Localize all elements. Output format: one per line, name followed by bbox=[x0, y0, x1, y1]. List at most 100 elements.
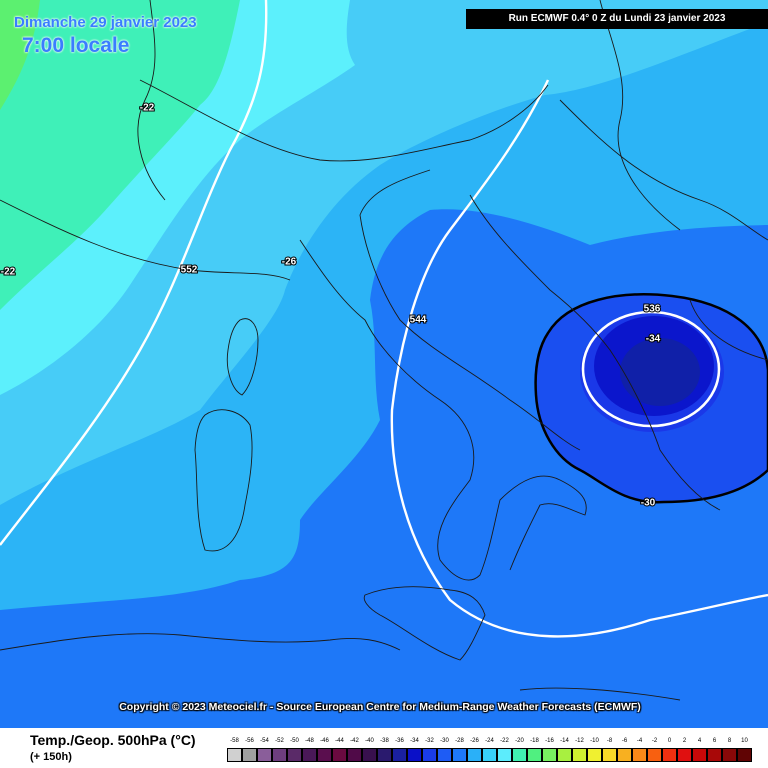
scale-step: -18 bbox=[527, 728, 542, 768]
scale-step: 6 bbox=[707, 728, 722, 768]
scale-step-swatch bbox=[227, 748, 242, 762]
scale-step: -30 bbox=[437, 728, 452, 768]
scale-step-swatch bbox=[617, 748, 632, 762]
scale-step-swatch bbox=[707, 748, 722, 762]
corsica bbox=[226, 318, 259, 396]
scale-step: -52 bbox=[272, 728, 287, 768]
forecast-hour: (+ 150h) bbox=[30, 751, 72, 763]
scale-step: -14 bbox=[557, 728, 572, 768]
scale-step-label: -44 bbox=[335, 738, 344, 744]
scale-step-label: -8 bbox=[606, 738, 613, 744]
scale-step: -4 bbox=[632, 728, 647, 768]
scale-step: 8 bbox=[722, 728, 737, 768]
scale-step-label: -46 bbox=[320, 738, 329, 744]
scale-step-label: -4 bbox=[636, 738, 643, 744]
border-c bbox=[599, 0, 681, 231]
scale-step: -44 bbox=[332, 728, 347, 768]
scale-step: -50 bbox=[287, 728, 302, 768]
scale-step-swatch bbox=[632, 748, 647, 762]
scale-step: -6 bbox=[617, 728, 632, 768]
copyright-notice: Copyright © 2023 Meteociel.fr - Source E… bbox=[119, 701, 641, 713]
scale-step-swatch bbox=[587, 748, 602, 762]
border-b bbox=[559, 99, 768, 241]
scale-step-swatch bbox=[692, 748, 707, 762]
scale-step-label: -42 bbox=[350, 738, 359, 744]
balkan-coast bbox=[469, 194, 721, 511]
scale-step: -58 bbox=[227, 728, 242, 768]
legend-title: Temp./Geop. 500hPa (°C) bbox=[30, 732, 196, 748]
scale-step: -2 bbox=[647, 728, 662, 768]
scale-step-label: -2 bbox=[651, 738, 658, 744]
scale-step-swatch bbox=[527, 748, 542, 762]
italy-peninsula bbox=[299, 239, 587, 581]
geopotential-label: 544 bbox=[410, 315, 427, 326]
scale-step-label: 8 bbox=[727, 738, 732, 744]
scale-step-label: -24 bbox=[485, 738, 494, 744]
scale-step-label: -28 bbox=[455, 738, 464, 744]
scale-step-swatch bbox=[302, 748, 317, 762]
scale-step-swatch bbox=[557, 748, 572, 762]
scale-step-swatch bbox=[242, 748, 257, 762]
border-e bbox=[519, 687, 681, 701]
scale-step: 4 bbox=[692, 728, 707, 768]
scale-step: -46 bbox=[317, 728, 332, 768]
scale-step: -28 bbox=[452, 728, 467, 768]
temperature-label: -30 bbox=[641, 498, 656, 509]
scale-step: -56 bbox=[242, 728, 257, 768]
scale-step: 10 bbox=[737, 728, 752, 768]
band-minus-36-core bbox=[620, 338, 700, 406]
scale-step-label: -26 bbox=[470, 738, 479, 744]
scale-step-label: 10 bbox=[741, 738, 748, 744]
scale-step-label: -32 bbox=[425, 738, 434, 744]
scale-step-label: -34 bbox=[410, 738, 419, 744]
scale-step-swatch bbox=[542, 748, 557, 762]
scale-step-swatch bbox=[647, 748, 662, 762]
scale-step: -36 bbox=[392, 728, 407, 768]
scale-step: -16 bbox=[542, 728, 557, 768]
color-scale: -58 -56 -54 -52 -50 -48 -46 -44 -42 -40 -38 -36 -34-… bbox=[227, 728, 752, 768]
scale-step-label: -12 bbox=[575, 738, 584, 744]
scale-step: -22 bbox=[497, 728, 512, 768]
north-africa-coast bbox=[0, 633, 401, 651]
scale-step-label: -48 bbox=[305, 738, 314, 744]
scale-step-label: -40 bbox=[365, 738, 374, 744]
scale-step: 0 bbox=[662, 728, 677, 768]
scale-step-swatch bbox=[407, 748, 422, 762]
scale-step-label: -10 bbox=[590, 738, 599, 744]
isohypse-544 bbox=[390, 79, 768, 638]
scale-step: -42 bbox=[347, 728, 362, 768]
scale-step-swatch bbox=[482, 748, 497, 762]
scale-step-swatch bbox=[362, 748, 377, 762]
scale-step-label: -20 bbox=[515, 738, 524, 744]
scale-step-label: 6 bbox=[712, 738, 717, 744]
scale-step-label: 4 bbox=[697, 738, 702, 744]
scale-step-swatch bbox=[437, 748, 452, 762]
scale-step-label: -22 bbox=[500, 738, 509, 744]
scale-step-swatch bbox=[722, 748, 737, 762]
scale-step-swatch bbox=[602, 748, 617, 762]
scale-step-swatch bbox=[512, 748, 527, 762]
legend-bar: Temp./Geop. 500hPa (°C) (+ 150h) -58 -56-… bbox=[0, 728, 768, 768]
sardinia bbox=[194, 409, 253, 552]
scale-step: -54 bbox=[257, 728, 272, 768]
scale-step: -40 bbox=[362, 728, 377, 768]
scale-step-swatch bbox=[572, 748, 587, 762]
scale-step: -32 bbox=[422, 728, 437, 768]
forecast-date: Dimanche 29 janvier 2023 bbox=[14, 14, 197, 31]
scale-step-label: -58 bbox=[230, 738, 239, 744]
scale-step: 2 bbox=[677, 728, 692, 768]
alps-border bbox=[139, 79, 549, 162]
scale-step-swatch bbox=[347, 748, 362, 762]
france-coast bbox=[0, 199, 291, 281]
scale-step-label: -52 bbox=[275, 738, 284, 744]
scale-step-label: -54 bbox=[260, 738, 269, 744]
scale-step-swatch bbox=[737, 748, 752, 762]
scale-step: -8 bbox=[602, 728, 617, 768]
coastlines bbox=[0, 0, 768, 701]
temperature-label: -34 bbox=[646, 334, 661, 345]
model-run-banner: Run ECMWF 0.4° 0 Z du Lundi 23 janvier 2… bbox=[466, 9, 768, 29]
scale-step-swatch bbox=[467, 748, 482, 762]
scale-step-swatch bbox=[287, 748, 302, 762]
scale-step-swatch bbox=[272, 748, 287, 762]
